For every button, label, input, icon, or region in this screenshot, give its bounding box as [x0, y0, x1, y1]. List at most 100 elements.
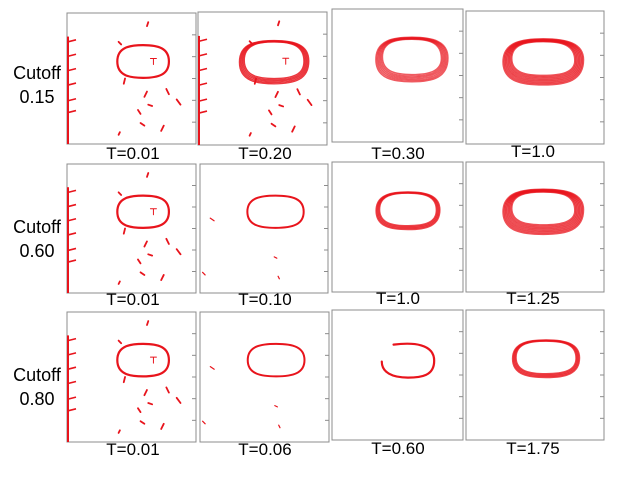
noise-fragment	[143, 389, 148, 397]
noise-fragment	[306, 98, 313, 106]
noise-fragment	[274, 405, 278, 408]
noise-fragment	[165, 386, 170, 394]
edge-tick	[67, 53, 77, 58]
contour-ring	[375, 191, 441, 231]
noise-fragment	[274, 90, 279, 99]
noise-fragment	[147, 103, 154, 107]
marker-glyph	[149, 356, 157, 364]
noise-fragment	[117, 280, 121, 285]
marker-glyph	[149, 57, 157, 65]
panel-r0-c0	[66, 12, 197, 145]
noise-fragment	[146, 320, 150, 326]
contour-ring	[502, 38, 585, 86]
noise-fragment	[147, 402, 154, 406]
row-1-label-line1: Cutoff	[13, 217, 62, 237]
contour-ring	[116, 194, 171, 229]
edge-tick	[67, 380, 77, 385]
noise-fragment	[248, 132, 252, 137]
panel-r2-c2	[331, 309, 464, 441]
contour-ring	[502, 188, 585, 236]
noise-fragment	[117, 40, 123, 46]
panel-frame	[331, 309, 464, 441]
noise-fragment	[175, 396, 182, 404]
caption-r0-c2: T=0.30	[371, 144, 424, 163]
noise-fragment	[278, 424, 281, 429]
panel-r0-c1	[197, 11, 328, 146]
edge-tick	[67, 203, 77, 208]
noise-fragment	[175, 98, 182, 106]
noise-fragment	[147, 253, 154, 257]
noise-fragment	[160, 274, 165, 282]
noise-fragment	[296, 88, 301, 96]
noise-fragment	[273, 256, 278, 259]
noise-fragment	[209, 217, 215, 222]
row-1-label-line2: 0.60	[19, 241, 54, 261]
noise-fragment	[139, 122, 146, 127]
noise-fragment	[137, 109, 142, 115]
noise-fragment	[146, 172, 150, 178]
edge-tick	[67, 67, 77, 72]
panel-frame	[66, 311, 197, 443]
caption-r2-c1: T=0.06	[238, 440, 291, 459]
caption-r0-c3: T=1.0	[511, 142, 555, 161]
panel-grid	[66, 8, 605, 443]
noise-fragment	[165, 88, 170, 96]
noise-fragment	[201, 271, 206, 276]
noise-fragment	[277, 275, 280, 280]
edge-tick	[198, 38, 208, 43]
marker-glyph	[282, 57, 290, 65]
panel-r1-c3	[465, 161, 605, 293]
noise-fragment	[175, 248, 182, 256]
caption-r1-c2: T=1.0	[376, 289, 420, 308]
edge-tick	[198, 82, 208, 86]
contour-ring	[116, 342, 171, 378]
contour-ring	[116, 43, 171, 79]
noise-fragment	[268, 109, 273, 116]
panel-frame	[199, 311, 330, 443]
row-0-label-line1: Cutoff	[13, 63, 62, 83]
panel-frame	[66, 163, 197, 294]
panel-r2-c3	[465, 309, 605, 441]
row-labels: Cutoff 0.15 Cutoff 0.60 Cutoff 0.80	[13, 63, 62, 409]
marker-glyph	[149, 208, 157, 216]
contour-ring	[238, 39, 310, 85]
edge-tick	[67, 247, 77, 252]
noise-fragment	[146, 21, 150, 28]
noise-fragment	[143, 90, 148, 98]
noise-fragment	[160, 124, 165, 132]
caption-r2-c0: T=0.01	[106, 440, 159, 459]
panel-captions: T=0.01 T=0.20 T=0.30 T=1.0 T=0.01 T=0.10…	[106, 142, 559, 459]
noise-fragment	[201, 420, 206, 425]
noise-fragment	[143, 240, 148, 248]
noise-fragment	[122, 77, 126, 85]
row-2-label-line2: 0.80	[19, 389, 54, 409]
edge-tick	[67, 39, 77, 43]
panel-r0-c2	[331, 8, 464, 143]
noise-fragment	[117, 191, 123, 196]
noise-fragment	[117, 429, 121, 434]
panel-r1-c1	[199, 163, 329, 294]
noise-fragment	[117, 131, 121, 136]
panel-r1-c0	[66, 163, 197, 294]
caption-r1-c3: T=1.25	[506, 289, 559, 308]
contour-ring	[511, 339, 581, 379]
noise-fragment	[139, 271, 146, 276]
contour-ring	[375, 36, 449, 83]
caption-r2-c2: T=0.60	[371, 439, 424, 458]
edge-tick	[67, 259, 77, 263]
edge-tick	[67, 396, 77, 400]
noise-fragment	[291, 125, 296, 133]
noise-fragment	[277, 20, 281, 27]
row-0-label-line2: 0.15	[19, 87, 54, 107]
edge-tick	[198, 98, 208, 102]
contour-ring	[246, 342, 306, 378]
noise-fragment	[165, 237, 170, 245]
noise-fragment	[270, 122, 277, 128]
contour-ring	[246, 194, 305, 229]
panel-r0-c3	[465, 10, 605, 145]
panel-frame	[66, 12, 197, 145]
edge-tick	[67, 82, 77, 86]
noise-fragment	[122, 227, 126, 235]
row-2-label-line1: Cutoff	[13, 365, 62, 385]
